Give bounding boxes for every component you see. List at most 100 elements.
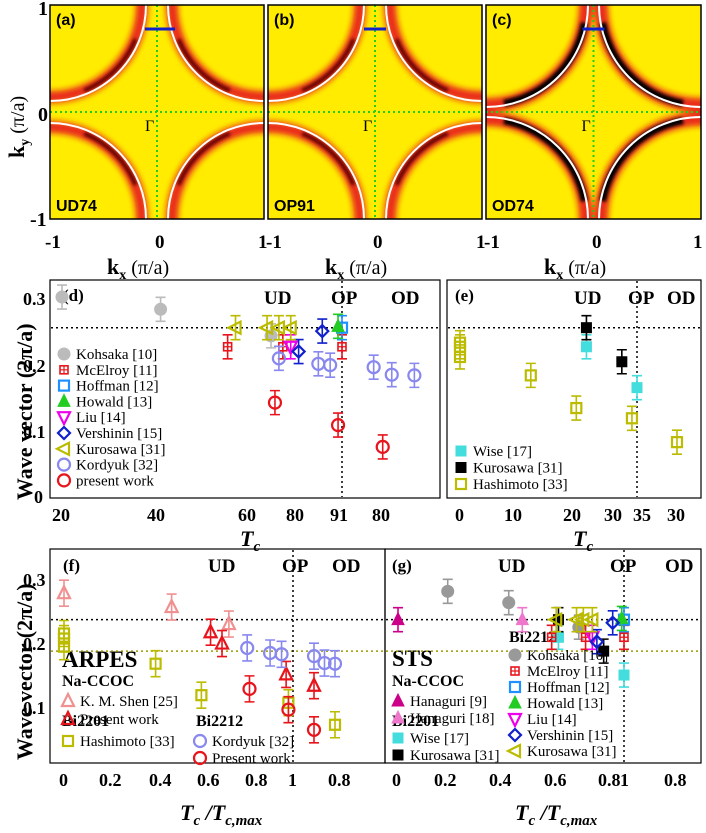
map-a-xtick-left: -1 (45, 232, 61, 253)
map-frame (485, 4, 702, 220)
data-point (317, 655, 332, 671)
map-frame (49, 4, 265, 220)
g-xtick-0: 0 (392, 770, 401, 790)
ylabel-de: Wave vector (2π/a) (12, 323, 37, 500)
error-bar (230, 314, 241, 341)
legend-item: K. M. Shen [25] (60, 691, 178, 710)
map-c-kx-label: kx (π/a) (544, 254, 606, 283)
g-xtick-08b: 0.8 (664, 770, 687, 790)
map-ytick-0: 0 (38, 104, 48, 126)
data-point (57, 379, 71, 392)
data-point (619, 632, 629, 643)
d-xtick-20: 20 (52, 505, 70, 525)
data-point (392, 749, 404, 761)
legend-label: Hoffman [12] (527, 680, 610, 696)
panel-e-series (453, 314, 684, 455)
spectral-core (301, 38, 449, 186)
d-ytick-03: 0.3 (23, 289, 46, 309)
data-point (242, 681, 257, 696)
error-bar (607, 609, 618, 636)
legend-label: Wise [17] (410, 731, 469, 747)
f-xtick-08b: 0.8 (328, 770, 351, 790)
legend-item: Kordyuk [32] (56, 457, 158, 474)
g-group-bi2201: Bi2201 (392, 713, 439, 730)
legend-label: K. M. Shen [25] (80, 694, 178, 710)
data-point (323, 358, 338, 373)
error-bar (626, 405, 637, 432)
data-point (54, 441, 71, 457)
data-point (56, 473, 72, 488)
error-bar (244, 675, 255, 703)
legend-label: Hanaguri [18] (410, 711, 495, 727)
data-point (391, 709, 405, 724)
data-point (278, 664, 294, 681)
map-a-kx-label: kx (π/a) (107, 254, 169, 283)
legend-item: Kurosawa [31] (392, 748, 500, 764)
legend-item: Liu [14] (56, 410, 126, 427)
error-bar (455, 344, 465, 370)
e-tag: (e) (455, 286, 474, 305)
data-point (328, 718, 342, 731)
data-point (192, 733, 208, 749)
data-point (507, 727, 523, 743)
error-bar (330, 649, 340, 678)
map-a-xtick-right: 1 (258, 232, 268, 253)
g-xtick-1: 1 (620, 770, 629, 790)
data-point (56, 583, 72, 600)
data-point (441, 584, 455, 598)
g-group-bi2212: Bi2212 (509, 629, 556, 646)
data-point (455, 462, 467, 473)
spectral-node-arc (83, 131, 138, 186)
panel-d-series (55, 284, 422, 460)
map-tag: (c) (492, 12, 512, 29)
gamma-point-label: Γ (363, 118, 372, 135)
data-point (580, 341, 592, 353)
error-bar (591, 628, 602, 655)
legend-item: Kurosawa [31] (505, 743, 617, 760)
data-point (589, 634, 605, 650)
f-tag: (f) (63, 556, 80, 575)
data-point (384, 367, 399, 382)
data-point (267, 395, 283, 410)
data-point (508, 694, 522, 709)
marker-cross (511, 667, 519, 675)
data-point (327, 656, 343, 671)
error-bar (377, 434, 388, 460)
d-region-ud: UD (264, 288, 291, 309)
map-c-xtick-right: 1 (693, 232, 703, 253)
data-point (192, 750, 208, 766)
legend-item: Kohsaka [10] (57, 347, 157, 363)
ky-axis-label: ky (π/a) (4, 96, 33, 158)
e-xtick-30: 30 (604, 505, 622, 525)
error-bar (262, 314, 273, 341)
e-xtick-0: 0 (455, 505, 464, 525)
legend-item: Hashimoto [33] (454, 477, 568, 493)
data-point (281, 702, 296, 717)
data-point (515, 611, 530, 626)
f-region-od: OD (332, 556, 361, 577)
map-panel-0: (a) UD74 Γ (49, 4, 265, 220)
error-bar (587, 606, 598, 633)
map-name: UD74 (56, 198, 97, 215)
map-panel-2: (c) OD74 Γ (485, 4, 702, 220)
error-bar (386, 361, 397, 388)
data-point (274, 647, 289, 662)
data-point (55, 290, 69, 304)
data-point (454, 477, 468, 491)
marker-cross (620, 633, 628, 642)
legend-item: Vershinin [15] (507, 727, 613, 744)
legend-item: Kurosawa [31] (54, 441, 166, 458)
map-ytick-1: 1 (38, 0, 48, 20)
spectral-node-arc (599, 117, 684, 202)
f-group-bi2212: Bi2212 (196, 713, 243, 730)
legend-label: Hashimoto [33] (80, 734, 175, 750)
error-bar (317, 318, 328, 344)
error-bar (330, 710, 340, 739)
data-point (670, 436, 684, 449)
data-point (271, 351, 287, 366)
legend-label: McElroy [11] (76, 363, 158, 379)
marker-cross (60, 365, 68, 374)
e-xtick-30b: 30 (667, 505, 685, 525)
legend-item: Kordyuk [32] (192, 733, 294, 750)
